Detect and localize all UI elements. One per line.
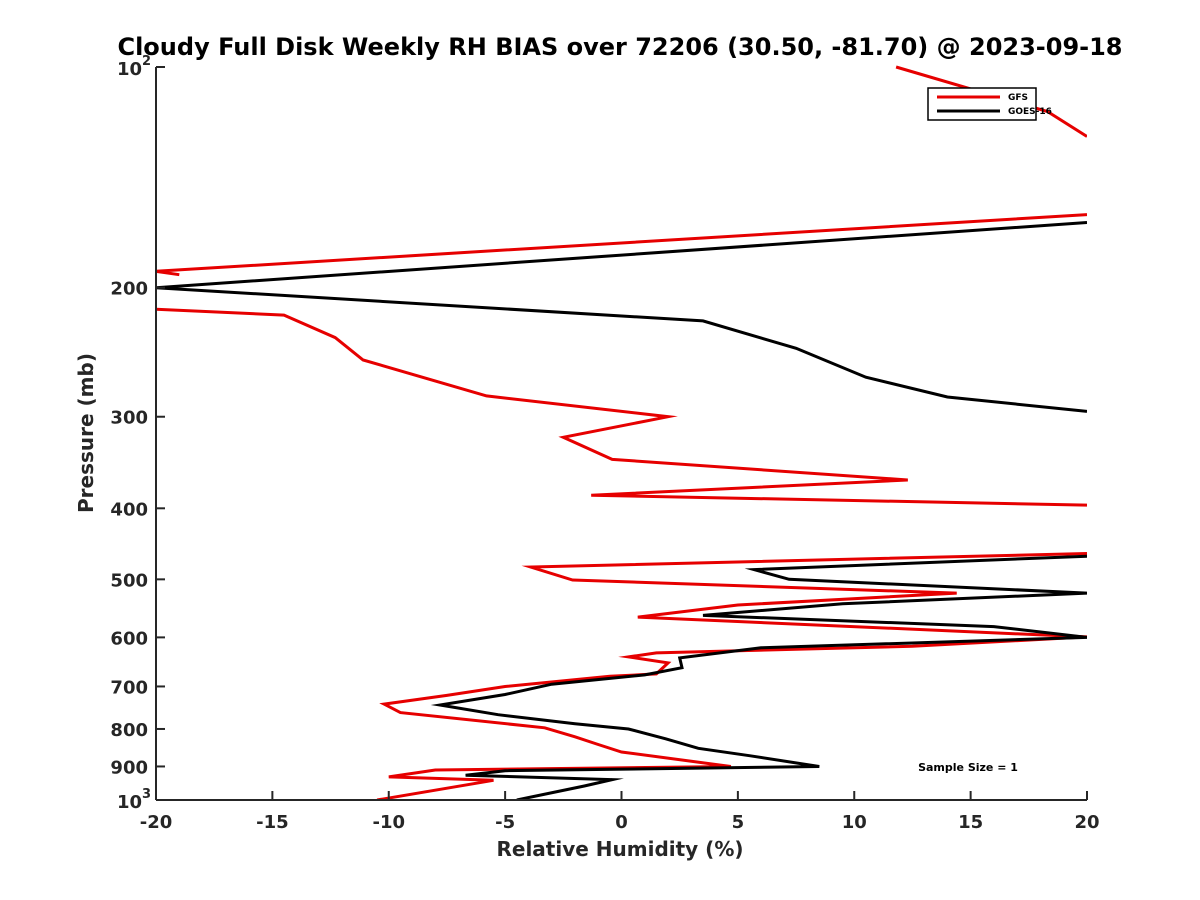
x-tick-label: -20	[140, 812, 173, 833]
y-tick-label: 600	[110, 628, 148, 649]
x-tick-label: 20	[1074, 812, 1099, 833]
series-line-goes-16-2	[430, 554, 1087, 800]
y-tick-label-base: 10	[117, 59, 142, 80]
series-gfs	[156, 65, 1087, 800]
legend: GFS GOES-16	[927, 87, 1052, 121]
y-tick-label: 200	[110, 279, 148, 300]
chart-title: Cloudy Full Disk Weekly RH BIAS over 722…	[117, 33, 1122, 61]
x-tick-label: -10	[372, 812, 405, 833]
x-tick-label: 10	[842, 812, 867, 833]
y-tick-label-base: 10	[117, 792, 142, 813]
x-tick-label: 0	[615, 812, 628, 833]
y-tick-label: 10 2	[117, 54, 151, 80]
y-tick-label: 400	[110, 499, 148, 520]
series-line-gfs-4	[376, 552, 1087, 800]
series-line-gfs-2	[156, 213, 1087, 277]
x-tick-label: 5	[732, 812, 745, 833]
series-line-gfs-1	[895, 65, 1087, 138]
series-goes-16	[156, 221, 1087, 800]
y-tick-label: 10 3	[117, 787, 151, 813]
x-tick-label: -5	[495, 812, 515, 833]
y-axis-label: Pressure (mb)	[74, 353, 98, 513]
y-tick-label: 900	[110, 757, 148, 778]
x-axis-label: Relative Humidity (%)	[496, 837, 743, 861]
x-tick-label: 15	[958, 812, 983, 833]
x-tick-label: -15	[256, 812, 289, 833]
sample-size-annotation: Sample Size = 1	[918, 761, 1018, 774]
y-tick-label: 700	[110, 677, 148, 698]
legend-label-gfs: GFS	[1008, 93, 1028, 103]
y-tick-label-exponent: 3	[142, 787, 151, 802]
series-line-goes-16-1	[156, 221, 1087, 413]
series-line-gfs-3	[156, 307, 1087, 507]
series-layer	[156, 65, 1087, 800]
legend-label-goes-16: GOES-16	[1008, 107, 1052, 117]
y-tick-label-exponent: 2	[142, 54, 151, 69]
y-tick-label: 800	[110, 720, 148, 741]
legend-box	[927, 87, 1037, 121]
y-tick-label: 300	[110, 408, 148, 429]
y-tick-label: 500	[110, 570, 148, 591]
